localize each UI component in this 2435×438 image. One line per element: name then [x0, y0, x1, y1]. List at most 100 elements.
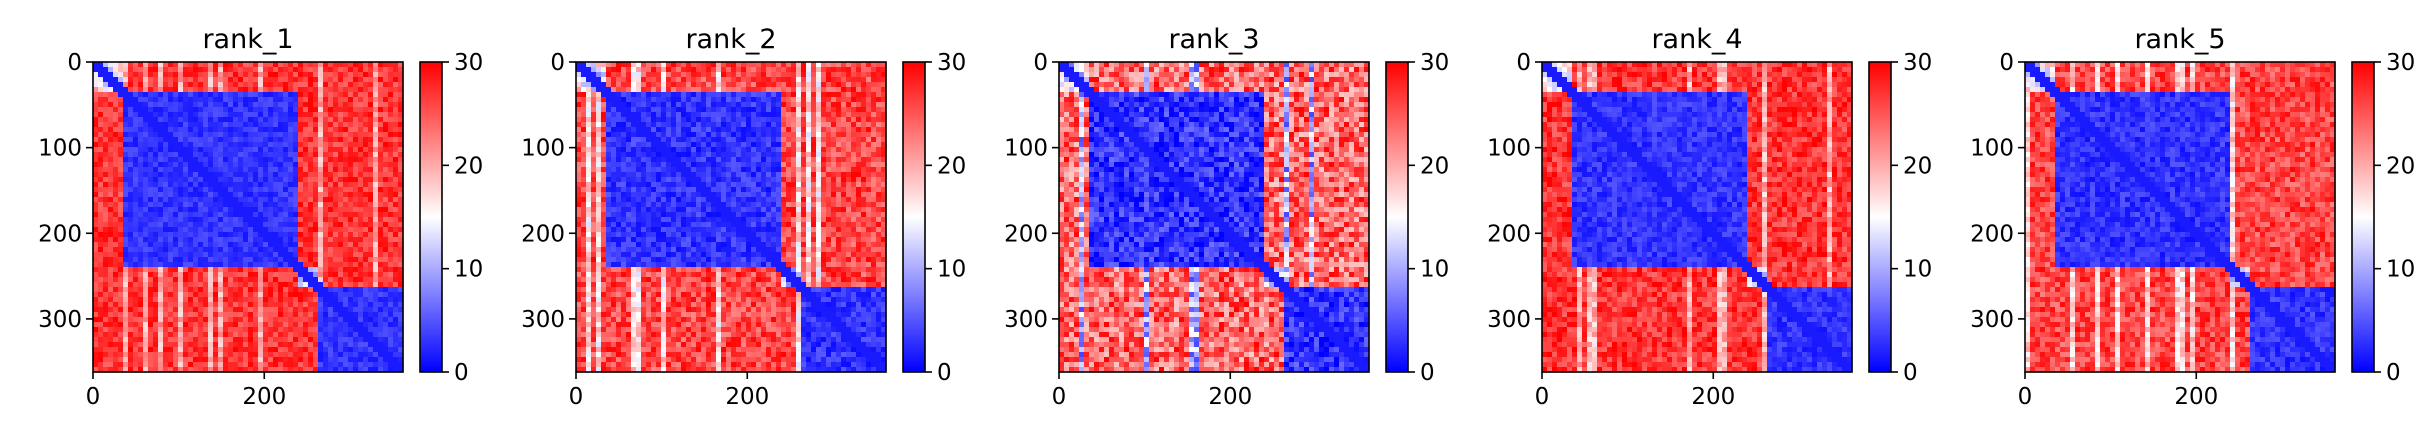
heatmap-cell [108, 102, 114, 108]
heatmap-cell [373, 102, 379, 108]
heatmap-cell [148, 332, 154, 338]
heatmap-cell [113, 187, 119, 193]
heatmap-cell [93, 227, 99, 233]
heatmap-cell [253, 122, 259, 128]
heatmap-cell [148, 287, 154, 293]
heatmap-cell [721, 62, 727, 68]
heatmap-cell [323, 247, 329, 253]
heatmap-cell [118, 327, 124, 333]
heatmap-cell [193, 332, 199, 338]
heatmap-cell [333, 242, 339, 248]
heatmap-cell [671, 147, 677, 153]
heatmap-cell [656, 122, 662, 128]
heatmap-cell [273, 207, 279, 213]
heatmap-cell [263, 292, 269, 298]
heatmap-cell [876, 87, 882, 93]
heatmap-cell [243, 287, 249, 293]
heatmap-cell [173, 162, 179, 168]
heatmap-cell [183, 187, 189, 193]
heatmap-cell [163, 242, 169, 248]
heatmap-cell [353, 352, 359, 358]
heatmap-cell [263, 62, 269, 68]
heatmap-cell [153, 222, 159, 228]
heatmap-cell [348, 242, 354, 248]
heatmap-cell [278, 237, 284, 243]
heatmap-cell [138, 117, 144, 123]
heatmap-cell [323, 107, 329, 113]
heatmap-cell [353, 322, 359, 328]
heatmap-cell [358, 172, 364, 178]
heatmap-cell [353, 82, 359, 88]
heatmap-cell [393, 72, 399, 78]
heatmap-cell [118, 337, 124, 343]
heatmap-cell [128, 192, 134, 198]
heatmap-cell [263, 107, 269, 113]
heatmap-cell [253, 77, 259, 83]
heatmap-cell [148, 292, 154, 298]
heatmap-cell [348, 167, 354, 173]
heatmap-cell [333, 337, 339, 343]
heatmap-cell [626, 62, 632, 68]
heatmap-cell [268, 92, 274, 98]
heatmap-cell [746, 92, 752, 98]
heatmap-cell [233, 77, 239, 83]
heatmap-cell [303, 207, 309, 213]
heatmap-cell [263, 82, 269, 88]
heatmap-cell [646, 122, 652, 128]
heatmap-cell [378, 197, 384, 203]
heatmap-cell [343, 367, 349, 373]
heatmap-cell [358, 312, 364, 318]
heatmap-cell [253, 282, 259, 288]
heatmap-cell [358, 287, 364, 293]
heatmap-cell [298, 302, 304, 308]
heatmap-cell [771, 72, 777, 78]
heatmap-cell [193, 187, 199, 193]
heatmap-cell [108, 82, 114, 88]
heatmap-cell [218, 202, 224, 208]
heatmap-cell [118, 192, 124, 198]
heatmap-cell [273, 357, 279, 363]
heatmap-cell [258, 267, 264, 273]
heatmap-cell [108, 127, 114, 133]
heatmap-cell [213, 67, 219, 73]
heatmap-cell [143, 337, 149, 343]
heatmap-cell [388, 102, 394, 108]
heatmap-cell [876, 102, 882, 108]
heatmap-cell [736, 142, 742, 148]
heatmap-cell [223, 282, 229, 288]
heatmap-cell [393, 202, 399, 208]
heatmap-cell [303, 227, 309, 233]
heatmap-cell [398, 322, 404, 328]
heatmap-cell [616, 77, 622, 83]
heatmap-cell [816, 122, 822, 128]
heatmap-cell [108, 207, 114, 213]
heatmap-cell [303, 82, 309, 88]
heatmap-cell [333, 92, 339, 98]
heatmap-cell [168, 297, 174, 303]
heatmap-cell [676, 72, 682, 78]
heatmap-cell [183, 237, 189, 243]
heatmap-cell [856, 112, 862, 118]
heatmap-cell [233, 197, 239, 203]
heatmap-cell [123, 317, 129, 323]
heatmap-cell [148, 107, 154, 113]
heatmap-cell [701, 112, 707, 118]
heatmap-cell [188, 317, 194, 323]
heatmap-cell [203, 312, 209, 318]
heatmap-cell [98, 367, 104, 373]
heatmap-cell [373, 202, 379, 208]
heatmap-cell [308, 297, 314, 303]
heatmap-cell [268, 237, 274, 243]
heatmap-cell [348, 72, 354, 78]
heatmap-cell [378, 122, 384, 128]
heatmap-cell [398, 357, 404, 363]
heatmap-cell [333, 362, 339, 368]
heatmap-cell [93, 297, 99, 303]
heatmap-cell [721, 67, 727, 73]
heatmap-cell [283, 247, 289, 253]
heatmap-cell [188, 312, 194, 318]
heatmap-cell [228, 147, 234, 153]
heatmap-cell [203, 132, 209, 138]
heatmap-cell [701, 122, 707, 128]
heatmap-cell [586, 77, 592, 83]
